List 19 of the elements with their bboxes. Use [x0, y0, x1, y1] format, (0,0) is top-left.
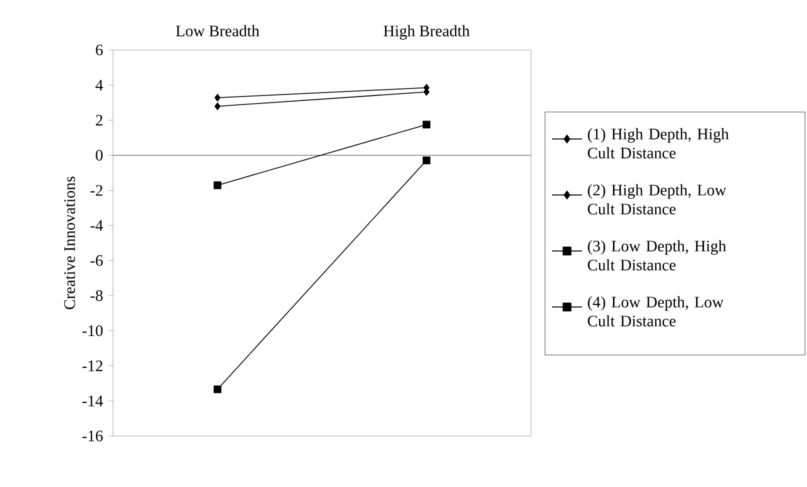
y-tick-label: -14 [82, 396, 103, 406]
y-tick-label: 2 [96, 114, 102, 126]
y-tick-label: -6 [90, 255, 103, 266]
legend-label: (4) Low Depth, Low Cult Distance [588, 296, 724, 326]
y-tick-label: -8 [90, 290, 103, 302]
y-tick-label: -12 [82, 360, 102, 372]
x-tick-label: High Breadth [384, 25, 470, 40]
y-tick-label: -10 [82, 325, 103, 336]
legend-label: (3) Low Depth, High Cult Distance [588, 240, 726, 270]
y-tick-label: 6 [96, 44, 103, 56]
y-axis-title: Creative Innovations [64, 176, 76, 310]
y-tick-label: -2 [90, 185, 102, 196]
x-tick-label: Low Breadth [176, 25, 260, 36]
y-tick-label: -16 [82, 430, 103, 442]
y-tick-label: 4 [96, 80, 103, 90]
y-tick-label: -4 [90, 220, 103, 231]
legend-label: (2) High Depth, Low Cult Distance [588, 184, 726, 214]
y-tick-label: 0 [96, 150, 103, 161]
legend-label: (1) High Depth, High Cult Distance [588, 128, 729, 158]
